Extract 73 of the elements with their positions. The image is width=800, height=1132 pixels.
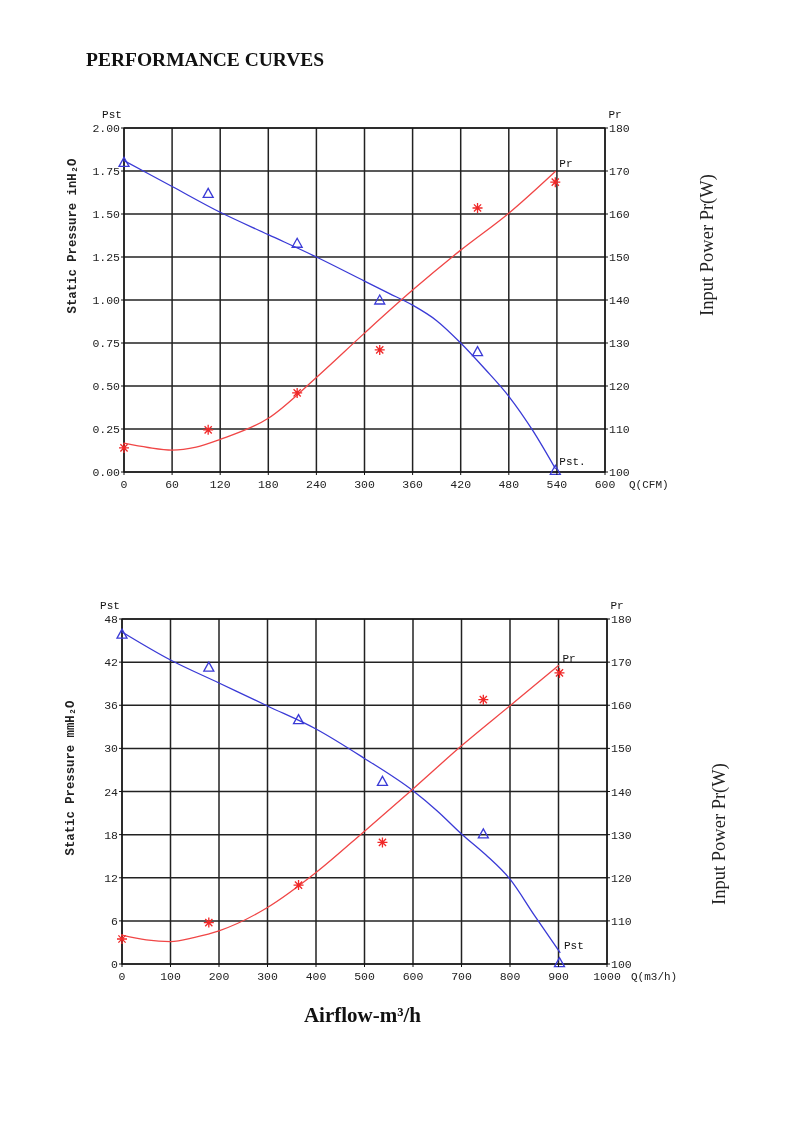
x-tick-label: 100 bbox=[160, 970, 181, 983]
x-tick-label: 500 bbox=[354, 970, 375, 983]
y-tick-label: 0 bbox=[111, 958, 119, 972]
x-tick-label: 60 bbox=[165, 478, 180, 491]
y-tick-label: 0.00 bbox=[92, 466, 121, 480]
text: Pr bbox=[608, 109, 622, 121]
y2-tick-label: 140 bbox=[611, 785, 632, 799]
y2-tick-label: 130 bbox=[611, 828, 632, 842]
y2-tick-label: 110 bbox=[611, 914, 632, 928]
y-tick-label: 42 bbox=[104, 656, 119, 670]
x-tick-label: 1000 bbox=[593, 970, 621, 983]
x-tick-label: 420 bbox=[450, 478, 472, 491]
y2-tick-label: 160 bbox=[611, 699, 632, 713]
y2-tick-label: 170 bbox=[609, 165, 630, 179]
y-tick-label: 36 bbox=[104, 699, 119, 713]
y2-tick-label: 120 bbox=[609, 380, 630, 394]
x-tick-label: 120 bbox=[209, 478, 231, 491]
text: Pr bbox=[610, 600, 624, 612]
y2-tick-label: 130 bbox=[609, 337, 630, 351]
y-axis-title: Static Pressure mmH₂O bbox=[64, 700, 78, 856]
x-tick-label: 800 bbox=[499, 970, 521, 983]
y2-tick-label: 160 bbox=[609, 208, 630, 222]
y-tick-label: 1.00 bbox=[92, 294, 121, 308]
x-tick-label: 300 bbox=[354, 478, 375, 491]
y2-tick-label: 150 bbox=[611, 742, 632, 756]
y-tick-label: 6 bbox=[111, 914, 119, 928]
y2-tick-label: 100 bbox=[609, 466, 630, 480]
text: Pst bbox=[100, 600, 120, 612]
y-tick-label: 24 bbox=[104, 785, 119, 799]
x-tick-label: 600 bbox=[402, 970, 424, 983]
y-tick-label: 1.25 bbox=[92, 251, 121, 265]
y-tick-label: 12 bbox=[104, 871, 119, 885]
y2-tick-label: 150 bbox=[609, 251, 630, 265]
y-tick-label: 0.75 bbox=[92, 337, 121, 351]
x-tick-label: 240 bbox=[306, 478, 327, 491]
y2-tick-label: 110 bbox=[609, 423, 630, 437]
y2-axis-title: Input Power Pr(W) bbox=[709, 763, 730, 905]
x-axis-title: Q(CFM) bbox=[629, 479, 669, 491]
y-tick-label: 48 bbox=[104, 613, 119, 627]
x-axis-title: Q(m3/h) bbox=[631, 971, 678, 983]
y-tick-label: 0.25 bbox=[92, 423, 121, 437]
y-tick-label: 0.50 bbox=[92, 380, 121, 394]
series-label: Pr bbox=[562, 652, 576, 665]
point bbox=[553, 956, 566, 968]
x-tick-label: 180 bbox=[257, 478, 279, 491]
series-label: Pst. bbox=[559, 455, 586, 468]
y-tick-label: 30 bbox=[104, 742, 119, 756]
x-tick-label: 540 bbox=[546, 478, 568, 491]
y2-tick-label: 100 bbox=[611, 958, 632, 972]
x-tick-label: 300 bbox=[257, 970, 278, 983]
y2-tick-label: 170 bbox=[611, 656, 632, 670]
text: Airflow-m³/h bbox=[303, 1003, 422, 1027]
chart-title: PERFORMANCE CURVES bbox=[86, 49, 325, 70]
x-tick-label: 200 bbox=[208, 970, 230, 983]
y2-axis-title: Input Power Pr(W) bbox=[697, 174, 718, 316]
y2-tick-label: 120 bbox=[611, 871, 632, 885]
y-axis-title: Static Pressure inH₂O bbox=[66, 158, 80, 314]
text: Pst bbox=[102, 109, 122, 121]
y-tick-label: 2.00 bbox=[92, 122, 121, 136]
y2-tick-label: 180 bbox=[609, 122, 630, 136]
y2-tick-label: 140 bbox=[609, 294, 630, 308]
x-tick-label: 400 bbox=[305, 970, 327, 983]
x-tick-label: 600 bbox=[594, 478, 616, 491]
y-tick-label: 1.75 bbox=[92, 165, 121, 179]
x-tick-label: 360 bbox=[402, 478, 424, 491]
series-label: Pst bbox=[563, 939, 584, 952]
y-tick-label: 1.50 bbox=[92, 208, 121, 222]
x-tick-label: 480 bbox=[498, 478, 520, 491]
series-label: Pr bbox=[559, 158, 573, 171]
y2-tick-label: 180 bbox=[611, 613, 632, 627]
y-tick-label: 18 bbox=[104, 828, 119, 842]
x-tick-label: 700 bbox=[451, 970, 472, 983]
x-tick-label: 900 bbox=[548, 970, 569, 983]
